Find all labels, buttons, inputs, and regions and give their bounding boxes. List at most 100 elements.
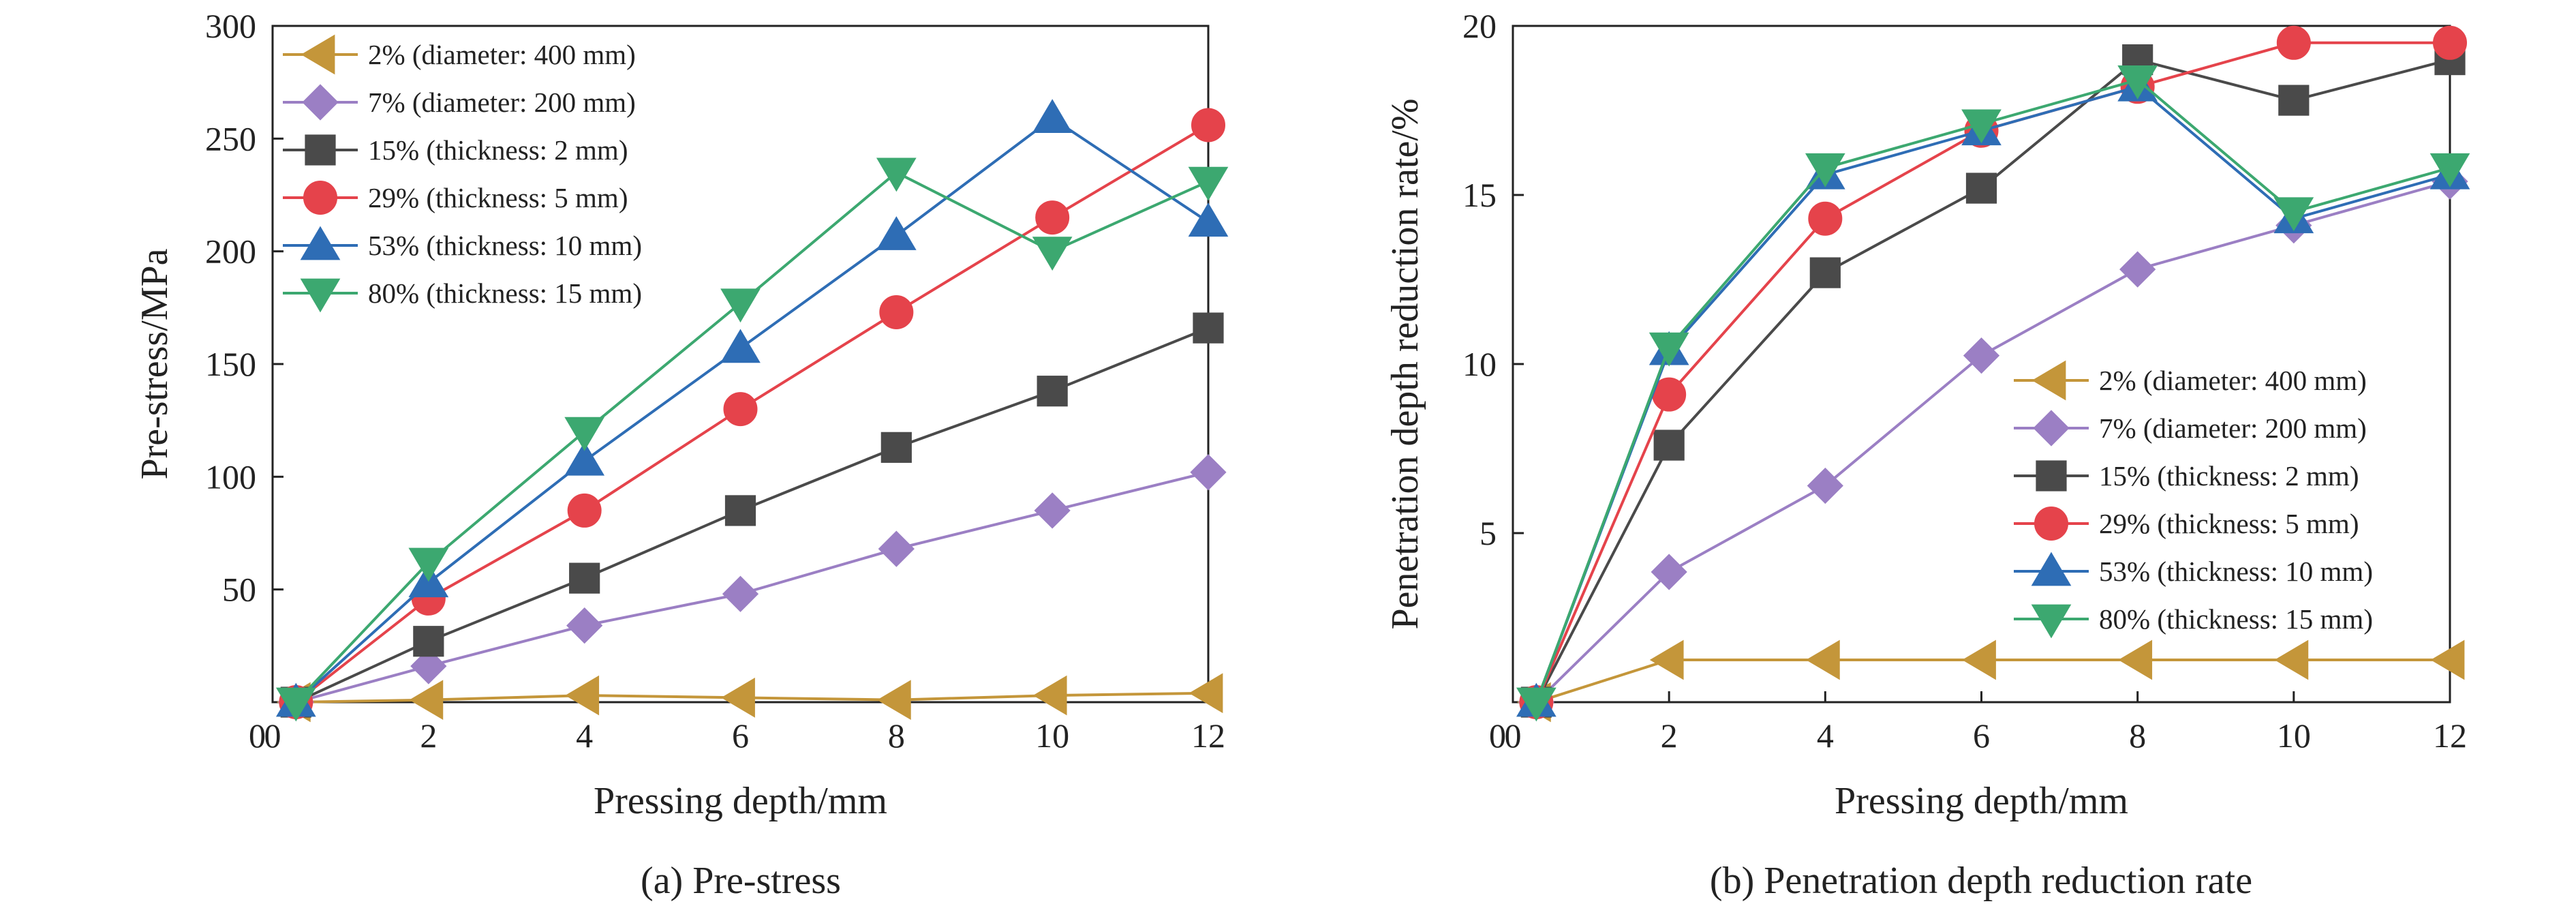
y-tick-label: 5 bbox=[1479, 514, 1497, 552]
x-tick-label: 4 bbox=[1817, 716, 1834, 755]
origin-label: 0 bbox=[249, 716, 266, 755]
x-tick-label: 2 bbox=[1661, 716, 1678, 755]
data-point bbox=[880, 432, 912, 463]
data-point bbox=[565, 675, 600, 716]
x-tick-label: 8 bbox=[888, 716, 905, 755]
data-point bbox=[1035, 200, 1070, 235]
data-point bbox=[1032, 675, 1067, 716]
y-tick-label: 10 bbox=[1462, 345, 1497, 383]
data-point bbox=[723, 392, 758, 427]
x-tick-label: 12 bbox=[1191, 716, 1225, 755]
data-point bbox=[1807, 467, 1843, 504]
series-6 bbox=[1516, 65, 2470, 722]
series-2 bbox=[277, 454, 1227, 721]
x-axis-label: Pressing depth/mm bbox=[594, 780, 887, 822]
data-point bbox=[408, 547, 449, 582]
legend-label: 7% (diameter: 200 mm) bbox=[2099, 412, 2367, 444]
legend-label: 2% (diameter: 400 mm) bbox=[2099, 365, 2367, 396]
data-point bbox=[876, 680, 911, 721]
panel-caption: (a) Pre-stress bbox=[641, 860, 841, 902]
data-point bbox=[720, 288, 761, 323]
legend: 2% (diameter: 400 mm) 7% (diameter: 200 m… bbox=[283, 34, 642, 313]
data-point bbox=[1961, 109, 2002, 144]
data-point bbox=[1809, 257, 1841, 288]
data-point bbox=[566, 607, 603, 644]
legend-marker bbox=[2036, 460, 2067, 492]
legend-marker bbox=[301, 34, 335, 75]
y-axis-label: Penetration depth reduction rate/% bbox=[1384, 98, 1426, 629]
y-tick-label: 100 bbox=[205, 457, 256, 496]
data-point bbox=[567, 493, 602, 528]
data-point bbox=[878, 530, 915, 567]
x-tick-label: 10 bbox=[1035, 716, 1069, 755]
legend-item: 15% (thickness: 2 mm) bbox=[2014, 460, 2359, 492]
data-point bbox=[2276, 25, 2311, 60]
data-point bbox=[2433, 25, 2467, 60]
legend-marker bbox=[2033, 410, 2070, 447]
data-point bbox=[2429, 153, 2470, 187]
data-point bbox=[724, 495, 756, 526]
legend-label: 80% (thickness: 15 mm) bbox=[368, 277, 642, 309]
data-point bbox=[2273, 197, 2314, 232]
data-point bbox=[1963, 337, 2000, 374]
data-point bbox=[1516, 687, 1557, 722]
data-point bbox=[1808, 201, 1843, 236]
x-tick-label: 6 bbox=[1973, 716, 1990, 755]
x-tick-label: 2 bbox=[420, 716, 437, 755]
legend-marker bbox=[300, 226, 341, 260]
data-point bbox=[2119, 251, 2156, 288]
legend-label: 53% (thickness: 10 mm) bbox=[368, 230, 642, 261]
data-point bbox=[1191, 108, 1225, 142]
series-1 bbox=[276, 673, 1223, 723]
data-point bbox=[1965, 172, 1997, 204]
data-point bbox=[721, 678, 755, 718]
legend-label: 29% (thickness: 5 mm) bbox=[2099, 508, 2359, 539]
data-point bbox=[1188, 166, 1229, 201]
data-point bbox=[564, 417, 605, 451]
legend-item: 53% (thickness: 10 mm) bbox=[283, 226, 642, 261]
x-tick-label: 6 bbox=[732, 716, 749, 755]
legend-label: 15% (thickness: 2 mm) bbox=[368, 134, 628, 166]
data-point bbox=[275, 687, 316, 722]
y-tick-label: 200 bbox=[205, 232, 256, 271]
series-1 bbox=[1517, 639, 2465, 723]
data-point bbox=[876, 157, 917, 192]
data-point bbox=[720, 329, 761, 363]
data-point bbox=[2118, 639, 2153, 680]
data-point bbox=[413, 626, 444, 657]
legend-marker bbox=[2031, 552, 2072, 586]
data-point bbox=[409, 680, 444, 721]
legend-label: 29% (thickness: 5 mm) bbox=[368, 182, 628, 213]
legend-item: 2% (diameter: 400 mm) bbox=[283, 34, 636, 75]
y-axis-label: Pre-stress/MPa bbox=[134, 248, 176, 479]
legend-item: 7% (diameter: 200 mm) bbox=[2014, 410, 2367, 447]
legend-item: 80% (thickness: 15 mm) bbox=[283, 277, 642, 313]
x-tick-label: 4 bbox=[576, 716, 593, 755]
legend-marker bbox=[300, 278, 341, 313]
y-tick-label: 300 bbox=[205, 7, 256, 45]
data-point bbox=[2117, 65, 2158, 100]
data-point bbox=[1188, 202, 1229, 237]
data-point bbox=[1034, 492, 1071, 529]
legend-label: 80% (thickness: 15 mm) bbox=[2099, 603, 2373, 635]
data-point bbox=[564, 441, 605, 476]
legend-label: 53% (thickness: 10 mm) bbox=[2099, 556, 2373, 587]
y-tick-label: 150 bbox=[205, 345, 256, 383]
data-point bbox=[1805, 639, 1840, 680]
series-3 bbox=[280, 312, 1224, 718]
legend-marker bbox=[305, 134, 336, 166]
data-point bbox=[1190, 454, 1227, 491]
series-6 bbox=[275, 157, 1229, 722]
data-point bbox=[1032, 99, 1073, 133]
legend-marker bbox=[303, 181, 337, 215]
x-tick-label: 10 bbox=[2277, 716, 2311, 755]
panel-pre-stress: 0 2 4 6 8 10 12 50 100 150 200 250 300 Pressing depth… bbox=[134, 7, 1229, 902]
origin-label: 0 bbox=[1489, 716, 1506, 755]
panel-penetration-depth-reduction-rate: 0 2 4 6 8 10 12 5 10 15 20 Pressing depth/mm Penetra… bbox=[1384, 7, 2470, 902]
series-3 bbox=[1520, 44, 2466, 718]
x-tick-label: 8 bbox=[2129, 716, 2146, 755]
legend-item: 29% (thickness: 5 mm) bbox=[283, 181, 628, 215]
data-point bbox=[1651, 554, 1687, 590]
data-point bbox=[1037, 376, 1068, 407]
